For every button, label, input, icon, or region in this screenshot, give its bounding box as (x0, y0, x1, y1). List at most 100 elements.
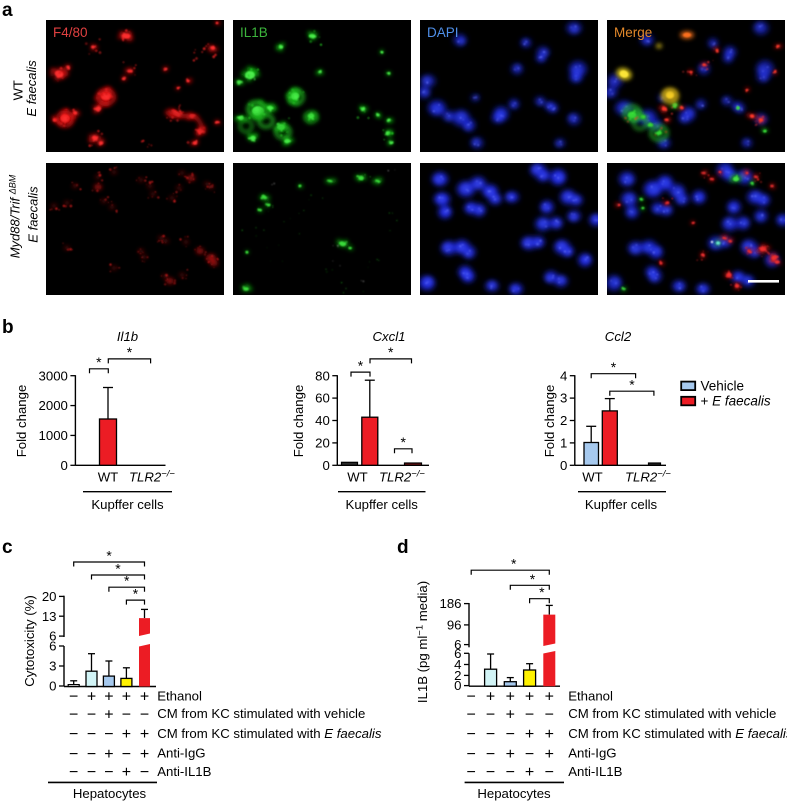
svg-text:2: 2 (454, 668, 461, 683)
svg-text:b: b (2, 317, 14, 338)
svg-text:−: − (506, 726, 515, 743)
svg-text:*: * (96, 354, 102, 370)
svg-text:+: + (87, 689, 96, 706)
svg-text:Anti-IL1B: Anti-IL1B (157, 764, 211, 779)
svg-text:−: − (506, 764, 515, 781)
svg-text:CM from KC stimulated with veh: CM from KC stimulated with vehicle (157, 706, 365, 721)
svg-text:−: − (467, 689, 476, 706)
svg-text:−: − (69, 706, 78, 723)
svg-text:+: + (122, 689, 131, 706)
svg-text:CM from KC stimulated with veh: CM from KC stimulated with vehicle (568, 706, 776, 721)
svg-text:3: 3 (560, 391, 567, 406)
svg-text:−: − (69, 726, 78, 743)
svg-text:−: − (467, 764, 476, 781)
svg-text:−: − (525, 746, 534, 763)
svg-text:4: 4 (560, 368, 567, 383)
svg-text:−: − (467, 706, 476, 723)
svg-text:0: 0 (49, 679, 56, 694)
svg-text:2: 2 (560, 413, 567, 428)
svg-text:d: d (397, 537, 409, 558)
svg-text:+: + (122, 726, 131, 743)
svg-text:−: − (122, 746, 131, 763)
svg-text:−: − (545, 706, 554, 723)
svg-text:+: + (122, 764, 131, 781)
svg-text:TLR2−/−: TLR2−/− (129, 469, 175, 485)
svg-text:−: − (486, 746, 495, 763)
svg-text:80: 80 (315, 368, 330, 383)
svg-text:20: 20 (315, 436, 330, 451)
svg-text:Ccl2: Ccl2 (605, 329, 632, 344)
svg-text:Anti-IgG: Anti-IgG (157, 746, 205, 761)
svg-text:1: 1 (560, 436, 567, 451)
svg-text:+: + (104, 746, 113, 763)
svg-text:+: + (525, 689, 534, 706)
svg-text:+: + (506, 689, 515, 706)
svg-text:−: − (486, 764, 495, 781)
svg-text:WT: WT (347, 470, 368, 485)
svg-text:−: − (69, 746, 78, 763)
svg-text:−: − (87, 726, 96, 743)
svg-text:Hepatocytes: Hepatocytes (73, 786, 147, 801)
svg-text:+: + (506, 706, 515, 723)
svg-text:−: − (87, 764, 96, 781)
svg-text:a: a (2, 0, 13, 21)
svg-text:−: − (69, 764, 78, 781)
svg-text:−: − (140, 764, 149, 781)
svg-text:Ethanol: Ethanol (157, 688, 202, 703)
svg-text:6: 6 (454, 637, 461, 652)
svg-text:+: + (104, 689, 113, 706)
svg-text:WT: WT (11, 80, 26, 100)
svg-text:*: * (511, 556, 517, 572)
svg-text:60: 60 (315, 391, 330, 406)
svg-text:*: * (133, 586, 139, 602)
svg-text:40: 40 (315, 413, 330, 428)
svg-text:WT: WT (582, 470, 603, 485)
svg-text:Anti-IgG: Anti-IgG (568, 746, 616, 761)
svg-text:4: 4 (454, 657, 461, 672)
svg-text:*: * (388, 344, 394, 360)
svg-text:Ethanol: Ethanol (568, 688, 613, 703)
svg-text:TLR2−/−: TLR2−/− (379, 469, 425, 485)
svg-text:−: − (87, 706, 96, 723)
svg-text:Kupffer cells: Kupffer cells (91, 497, 164, 512)
svg-text:WT: WT (98, 470, 119, 485)
svg-text:IL1B (pg ml−1 media): IL1B (pg ml−1 media) (415, 581, 431, 703)
svg-text:*: * (106, 548, 112, 564)
svg-text:*: * (400, 434, 406, 450)
svg-text:13: 13 (42, 609, 57, 624)
svg-text:−: − (140, 706, 149, 723)
svg-text:186: 186 (439, 596, 461, 611)
svg-text:0: 0 (322, 458, 329, 473)
svg-text:−: − (69, 689, 78, 706)
svg-text:6: 6 (49, 639, 56, 654)
svg-text:IL1B: IL1B (240, 25, 268, 40)
svg-text:+: + (486, 689, 495, 706)
svg-text:−: − (87, 746, 96, 763)
svg-text:Vehicle: Vehicle (701, 378, 745, 393)
svg-text:Hepatocytes: Hepatocytes (477, 786, 551, 801)
svg-text:Anti-IL1B: Anti-IL1B (568, 764, 622, 779)
svg-text:−: − (486, 726, 495, 743)
svg-text:+: + (525, 764, 534, 781)
svg-text:0: 0 (61, 458, 68, 473)
svg-text:20: 20 (42, 589, 57, 604)
svg-text:Myd88/Trif ΔBM: Myd88/Trif ΔBM (8, 174, 23, 258)
svg-text:0: 0 (560, 458, 567, 473)
svg-text:0: 0 (454, 678, 461, 693)
svg-text:*: * (115, 561, 121, 577)
svg-text:6: 6 (454, 646, 461, 661)
svg-text:+: + (525, 726, 534, 743)
svg-text:F4/80: F4/80 (53, 25, 88, 40)
svg-text:CM from KC stimulated with E f: CM from KC stimulated with E faecalis (157, 726, 382, 741)
svg-text:*: * (124, 573, 130, 589)
svg-text:*: * (127, 344, 133, 360)
svg-text:−: − (545, 764, 554, 781)
svg-text:Cxcl1: Cxcl1 (373, 329, 406, 344)
svg-text:Kupffer cells: Kupffer cells (585, 497, 658, 512)
svg-text:+: + (140, 726, 149, 743)
svg-text:+: + (140, 746, 149, 763)
svg-text:1000: 1000 (39, 428, 68, 443)
svg-text:+: + (104, 706, 113, 723)
svg-text:6: 6 (49, 629, 56, 644)
svg-text:−: − (104, 764, 113, 781)
